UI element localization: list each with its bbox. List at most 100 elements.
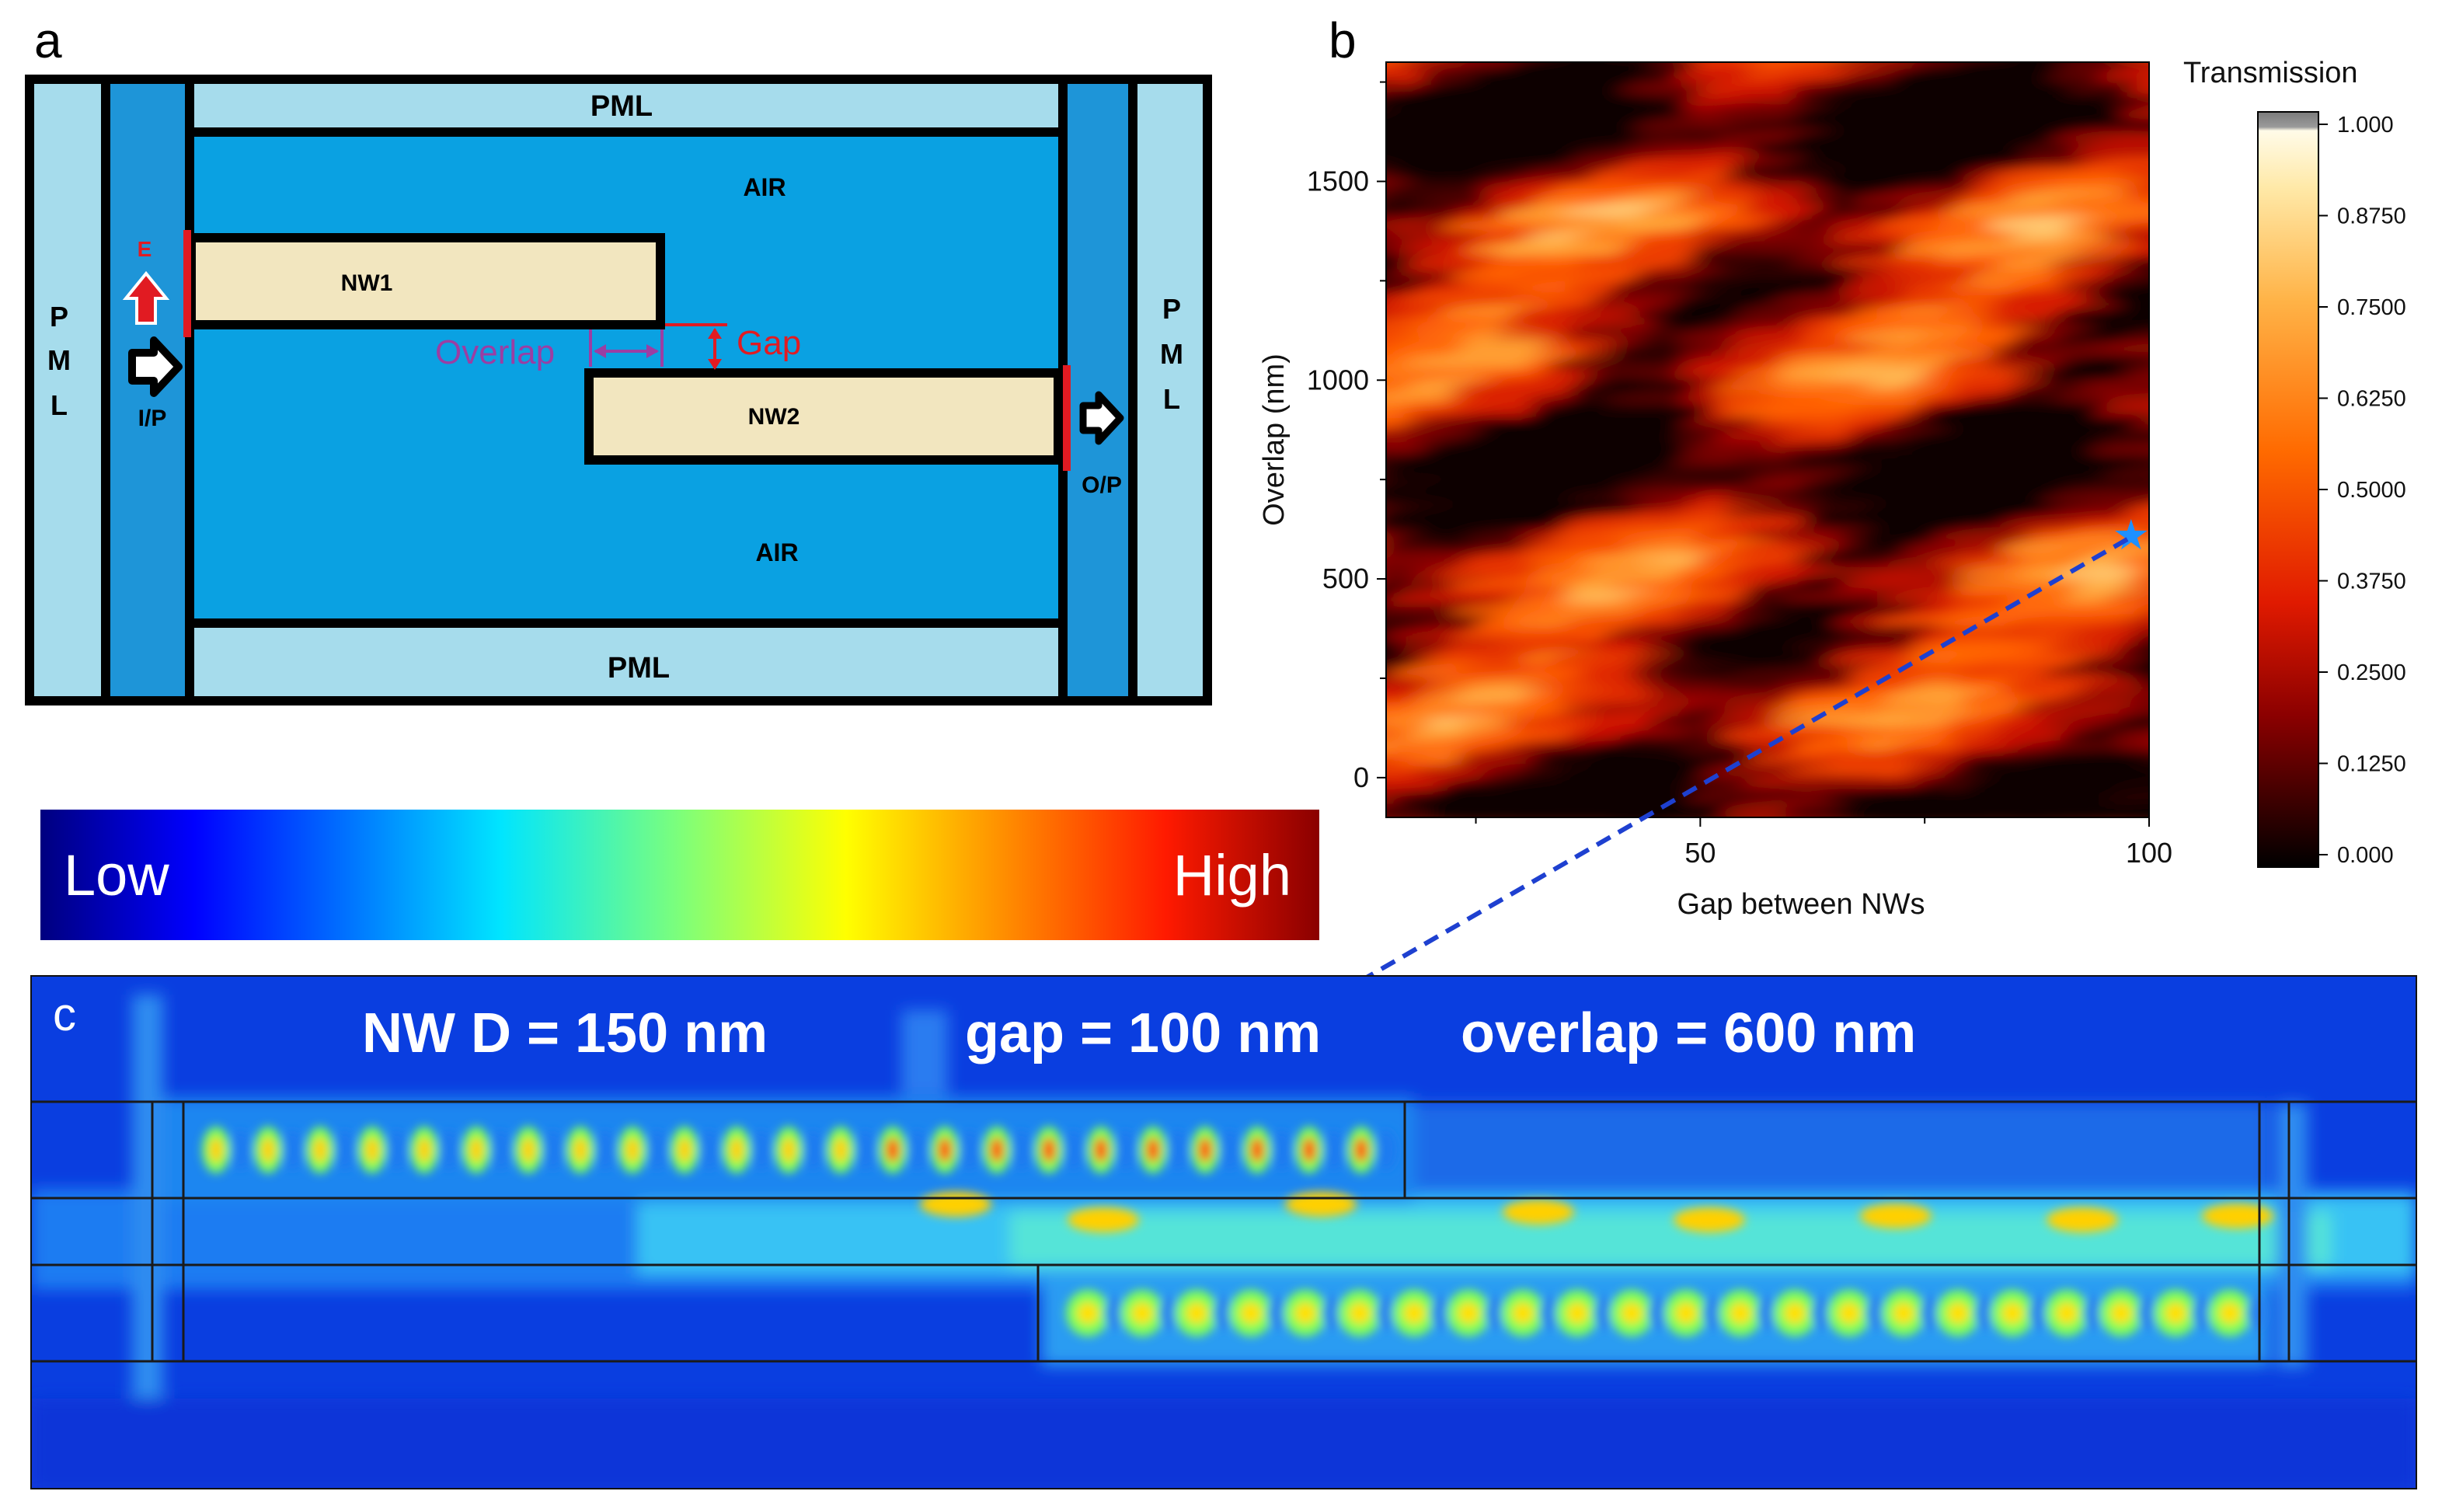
field-hotspot: [1105, 1296, 1123, 1330]
field-hotspot: [2193, 1296, 2211, 1330]
field-hotspot: [1812, 1296, 1831, 1330]
field-hotspot: [334, 1130, 356, 1170]
input-arrow-icon: [128, 336, 183, 397]
field-hotspot: [803, 1130, 824, 1170]
output-port-label: O/P: [1082, 472, 1122, 498]
air-top-label: AIR: [743, 173, 786, 201]
field-hotspot: [1285, 1192, 1357, 1217]
field-map-outlines: [31, 1100, 2416, 1363]
pml-right-label-m: M: [1160, 338, 1183, 370]
e-field-arrow-icon: [122, 270, 170, 325]
colorbar-tick-label: 1.000: [2337, 113, 2394, 138]
field-hotspot: [1063, 1130, 1085, 1170]
field-hotspot: [1115, 1130, 1137, 1170]
field-map: c NW D = 150 nm gap = 100 nm overlap = 6…: [30, 975, 2417, 1489]
field-hotspot: [1730, 1302, 1751, 1324]
field-hotspot: [1403, 1302, 1425, 1324]
field-hotspot: [1594, 1296, 1613, 1330]
field-hotspot: [1159, 1296, 1178, 1330]
field-hotspot: [990, 1137, 1004, 1162]
field-hotspot: [1860, 1204, 1932, 1228]
field-hotspot: [1268, 1296, 1287, 1330]
field-hotspot: [1866, 1296, 1885, 1330]
field-hotspot: [1621, 1302, 1643, 1324]
pml-top-label: PML: [590, 90, 653, 123]
field-hotspot: [1214, 1296, 1232, 1330]
field-hotspot: [594, 1130, 616, 1170]
field-hotspot: [1131, 1302, 1153, 1324]
schematic-diagram: PML PML P M L P M L AIR AIR NW1 NW2 E I/…: [25, 75, 1212, 705]
field-hotspot: [907, 1130, 928, 1170]
nw2-label: NW2: [748, 404, 800, 430]
field-hotspot: [1566, 1302, 1588, 1324]
field-hotspot: [261, 1137, 275, 1162]
field-hotspot: [1250, 1137, 1264, 1162]
field-map-frame: [30, 975, 2417, 1489]
colorbar-tick-label: 0.2500: [2337, 660, 2406, 685]
field-hotspot: [1323, 1130, 1345, 1170]
pml-left: [34, 84, 101, 696]
field-hotspot: [1757, 1296, 1776, 1330]
field-hotspot: [209, 1137, 223, 1162]
field-hotspot: [730, 1137, 744, 1162]
source-line: [183, 230, 191, 337]
field-hotspot: [1302, 1137, 1316, 1162]
heatmap-cell: [2133, 607, 2149, 621]
heatmap-cell: [2134, 754, 2149, 772]
x-axis-title: Gap between NWs: [1677, 888, 1925, 921]
colorbar-tick-label: 0.1250: [2337, 752, 2406, 777]
field-hotspot: [1486, 1296, 1504, 1330]
field-hotspot: [230, 1130, 252, 1170]
pml-left-label-m: M: [47, 344, 71, 376]
field-colorbar-gradient: [40, 810, 1319, 940]
field-hotspot: [2001, 1302, 2023, 1324]
field-hotspot: [1354, 1137, 1368, 1162]
field-label-gap: gap = 100 nm: [965, 1002, 1321, 1064]
field-hotspot: [1011, 1130, 1033, 1170]
field-hotspot: [782, 1137, 796, 1162]
field-hotspot: [521, 1137, 535, 1162]
nw1-label: NW1: [341, 270, 393, 296]
colorbar-tick-label: 0.8750: [2337, 204, 2406, 229]
colorbar-tick-label: 0.3750: [2337, 570, 2406, 594]
heatmap-frame: [1385, 61, 2150, 818]
field-hotspot: [469, 1137, 483, 1162]
colorbar-tick-label: 0.000: [2337, 843, 2394, 868]
pml-left-label-p: P: [50, 301, 68, 333]
field-hotspot: [1094, 1137, 1108, 1162]
field-hotspot: [282, 1130, 304, 1170]
field-hotspot: [920, 1192, 991, 1217]
panel-a-label: a: [34, 12, 62, 68]
y-tick-label: 1000: [1307, 364, 1369, 395]
field-hotspots: [202, 1127, 2273, 1336]
field-hotspot: [2165, 1302, 2186, 1324]
field-hotspot: [573, 1137, 587, 1162]
field-hotspot: [938, 1137, 952, 1162]
output-arrow-icon: [1079, 391, 1124, 445]
panel-b-label: b: [1329, 12, 1357, 68]
field-hotspot: [886, 1137, 900, 1162]
y-axis-title: Overlap (nm): [1258, 354, 1291, 526]
output-port-region: [1068, 84, 1128, 696]
field-hotspot: [1042, 1137, 1056, 1162]
colorbar-tick-label: 0.6250: [2337, 387, 2406, 412]
field-hotspot: [1186, 1302, 1207, 1324]
field-hotspot: [1349, 1302, 1371, 1324]
field-colorbar-high-label: High: [1173, 843, 1291, 908]
field-hotspot: [2202, 1204, 2273, 1228]
field-hotspot: [698, 1130, 720, 1170]
pml-right: [1137, 84, 1203, 696]
field-hotspot: [1838, 1302, 1860, 1324]
field-hotspot: [417, 1137, 431, 1162]
e-field-label: E: [138, 237, 152, 261]
field-hotspot: [1947, 1302, 1969, 1324]
overlap-indicator: Overlap: [435, 329, 664, 371]
field-hotspot: [2110, 1302, 2132, 1324]
nanowire-1: [186, 233, 665, 329]
input-port-region: [110, 84, 185, 696]
heatmap-cell: [2132, 294, 2149, 312]
colorbar-tick-label: 0.7500: [2337, 295, 2406, 320]
y-tick-label: 0: [1353, 761, 1369, 793]
